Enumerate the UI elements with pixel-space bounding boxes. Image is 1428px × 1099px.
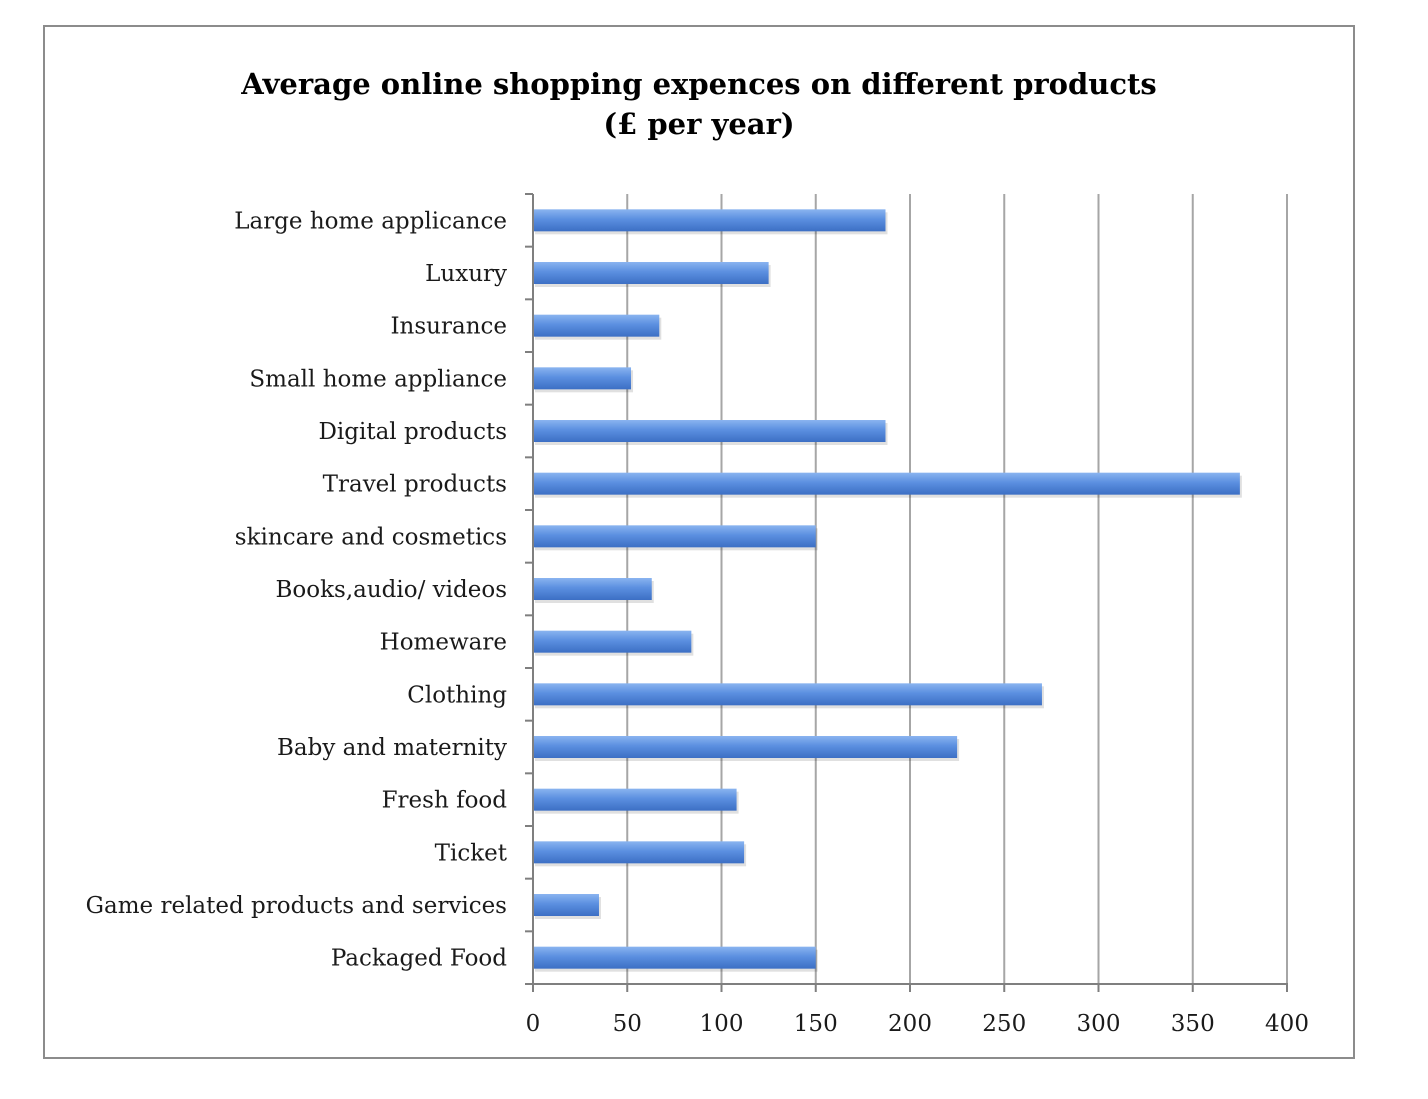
category-label: Baby and maternity <box>277 735 507 761</box>
x-tick-label: 350 <box>1171 1011 1215 1037</box>
bar <box>533 420 886 442</box>
x-tick-label: 150 <box>794 1011 838 1037</box>
bar <box>533 788 737 811</box>
bar <box>533 472 1240 495</box>
bar <box>533 630 692 653</box>
x-tick-label: 400 <box>1265 1011 1309 1037</box>
x-tick-label: 50 <box>613 1011 642 1037</box>
category-label: Large home applicance <box>234 208 507 234</box>
bar <box>533 578 652 600</box>
category-label: Clothing <box>407 682 507 708</box>
labels: 0 50 100 150 200 250 300 350 400 Large home appli… <box>86 208 1309 1037</box>
category-label: Insurance <box>390 314 507 340</box>
category-label: Books,audio/ videos <box>276 577 508 603</box>
x-tick-label: 100 <box>700 1011 744 1037</box>
bar <box>533 209 886 232</box>
chart-title: Average online shopping expences on diff… <box>241 67 1157 101</box>
x-tick-label: 250 <box>982 1011 1026 1037</box>
x-tick-label: 200 <box>888 1011 932 1037</box>
category-label: Digital products <box>318 419 507 445</box>
x-tick-label: 0 <box>526 1011 541 1037</box>
category-label: Ticket <box>435 840 508 866</box>
x-tick-label: 300 <box>1077 1011 1121 1037</box>
category-label: Luxury <box>425 261 507 287</box>
category-label: skincare and cosmetics <box>235 524 507 550</box>
category-label: Packaged Food <box>331 946 507 972</box>
category-label: Game related products and services <box>86 893 507 919</box>
axes <box>525 193 1288 992</box>
bar <box>533 314 660 337</box>
category-label: Travel products <box>323 472 507 498</box>
bar <box>533 525 816 548</box>
bar <box>533 841 745 864</box>
bars <box>533 209 1242 972</box>
category-label: Small home appliance <box>249 366 507 392</box>
bar <box>533 262 769 284</box>
bar <box>533 946 816 969</box>
bar <box>533 894 599 916</box>
category-label: Homeware <box>380 630 507 656</box>
bar <box>533 736 958 758</box>
bar <box>533 683 1042 706</box>
chart-subtitle: (£ per year) <box>603 107 795 141</box>
category-label: Fresh food <box>382 788 508 814</box>
bar <box>533 367 632 390</box>
